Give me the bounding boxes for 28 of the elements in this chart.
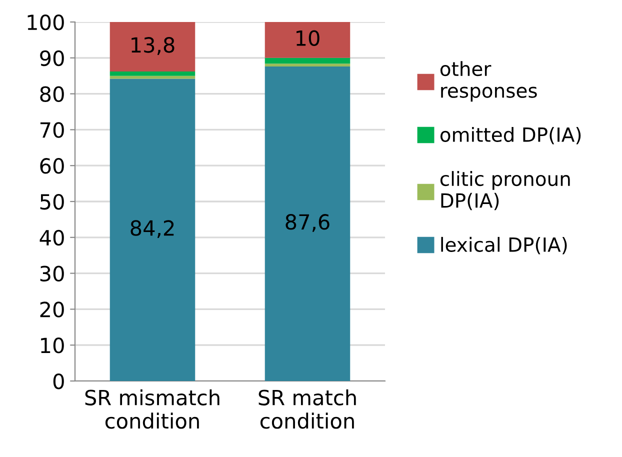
- y-tick-label: 20: [40, 302, 64, 318]
- bar: [264, 64, 350, 67]
- data-label: 13,8: [132, 37, 174, 55]
- y-tick-label: 90: [40, 50, 64, 66]
- bar: [110, 72, 196, 76]
- y-tick-label: 40: [40, 230, 64, 246]
- x-tick-label: SR match condition: [258, 389, 356, 429]
- data-label: 84,2: [130, 220, 174, 238]
- bar: [264, 22, 350, 58]
- y-tick-label: 100: [28, 14, 64, 30]
- data-label: 10: [296, 30, 320, 46]
- legend-label: clitic pronoun DP(IA): [440, 171, 570, 210]
- y-tick-label: 50: [40, 194, 64, 210]
- y-tick-label: 0: [53, 373, 64, 390]
- legend-label: lexical DP(IA): [441, 236, 567, 254]
- y-tick-label: 60: [40, 158, 64, 174]
- y-tick-label: 10: [41, 338, 64, 354]
- y-tick-label: 70: [40, 122, 64, 138]
- legend-label: omitted DP(IA): [440, 126, 581, 144]
- bar: [264, 58, 350, 64]
- legend-label: other responses: [440, 61, 537, 102]
- data-label: 87,6: [286, 214, 330, 232]
- bar: [110, 22, 196, 72]
- bar: [264, 66, 350, 381]
- bar: [110, 78, 196, 381]
- x-tick-label: SR mismatch condition: [85, 389, 220, 429]
- y-tick-label: 30: [40, 266, 64, 282]
- y-tick-label: 80: [40, 86, 64, 102]
